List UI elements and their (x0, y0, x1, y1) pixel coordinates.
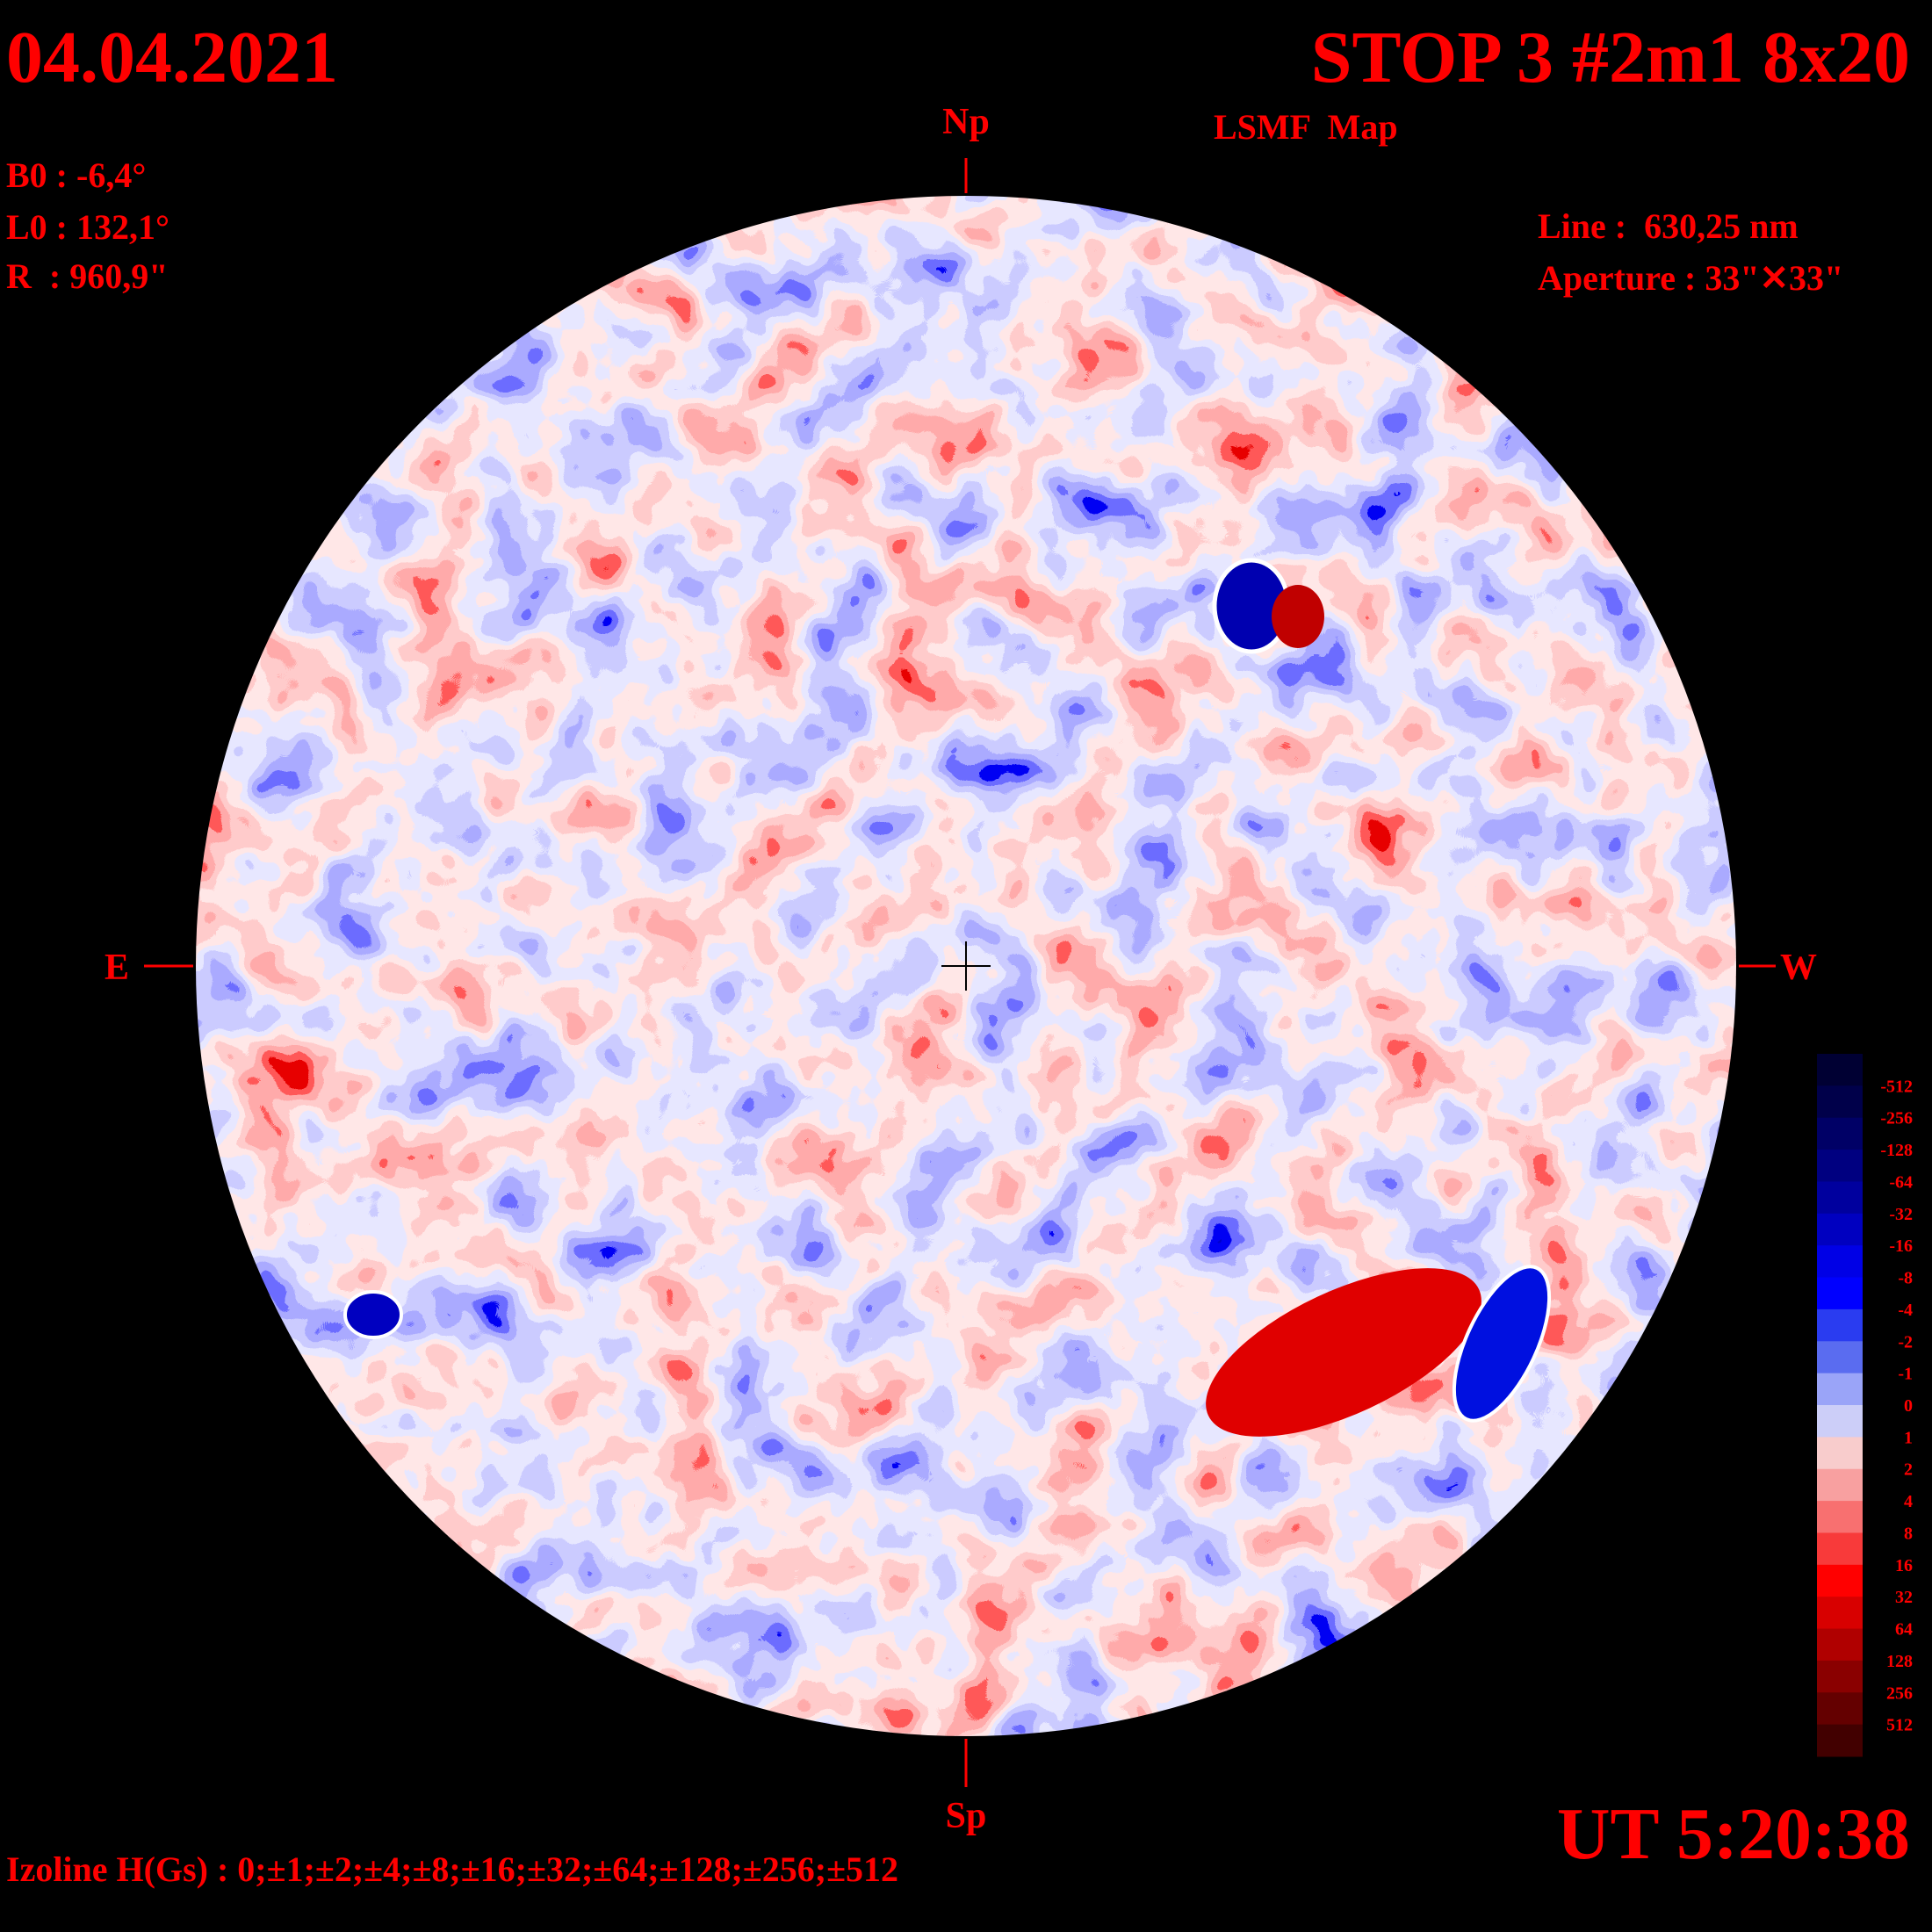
radius: R : 960,9" (6, 256, 168, 296)
colorbar-label: 512 (1886, 1716, 1913, 1735)
colorbar-label: 4 (1904, 1492, 1913, 1511)
colorbar-band (1817, 1150, 1863, 1182)
colorbar-label: 8 (1904, 1524, 1913, 1543)
b0: B0 : -6,4° (6, 155, 146, 195)
colorbar-band (1817, 1277, 1863, 1310)
colorbar-band (1817, 1437, 1863, 1470)
colorbar-band (1817, 1085, 1863, 1119)
west-label: W (1780, 948, 1817, 988)
colorbar-band (1817, 1341, 1863, 1374)
east-label: E (105, 948, 129, 988)
colorbar-label: 256 (1886, 1683, 1913, 1703)
l0: L0 : 132,1° (6, 207, 169, 247)
sunspot-positive (1272, 585, 1324, 648)
footer: Izoline H(Gs) : 0;±1;±2;±4;±8;±16;±32;±6… (6, 1849, 898, 1889)
time: UT 5:20:38 (1557, 1793, 1910, 1875)
colorbar-label: -128 (1880, 1141, 1913, 1160)
colorbar-label: 32 (1895, 1588, 1913, 1607)
colorbar-label: 1 (1904, 1428, 1913, 1447)
colorbar-label: 0 (1904, 1396, 1913, 1416)
colorbar-label: -512 (1880, 1077, 1913, 1096)
south-label: Sp (946, 1796, 987, 1836)
colorbar-band (1817, 1245, 1863, 1279)
colorbar-band (1817, 1692, 1863, 1726)
colorbar-label: -2 (1898, 1332, 1913, 1352)
small-spot (343, 1290, 403, 1339)
colorbar-band (1817, 1597, 1863, 1630)
colorbar-band (1817, 1628, 1863, 1662)
colorbar-label: -8 (1898, 1269, 1913, 1288)
colorbar-label: -16 (1889, 1236, 1913, 1256)
colorbar-band (1817, 1117, 1863, 1150)
colorbar-band (1817, 1054, 1863, 1086)
plage-positive (1206, 1268, 1481, 1437)
colorbar-band (1817, 1308, 1863, 1342)
colorbar-band (1817, 1532, 1863, 1566)
title: STOP 3 #2m1 8x20 (1311, 17, 1910, 98)
colorbar-band (1817, 1405, 1863, 1438)
colorbar-label: 128 (1886, 1652, 1913, 1671)
colorbar-label: 2 (1904, 1460, 1913, 1480)
plage-negative (1452, 1265, 1552, 1423)
subtitle: LSMF Map (1214, 107, 1398, 147)
north-label: Np (942, 102, 990, 142)
colorbar-label: -32 (1889, 1205, 1913, 1224)
colorbar-label: -256 (1880, 1109, 1913, 1128)
colorbar-label: -4 (1898, 1301, 1913, 1320)
colorbar-band (1817, 1373, 1863, 1406)
colorbar-label: 64 (1895, 1620, 1913, 1640)
colorbar-band (1817, 1181, 1863, 1215)
colorbar: -512 -256 -128 -64 -32 -16 -8 -4 -2 -1 0 1 2 4 8 16 32 64… (1817, 1054, 1913, 1757)
colorbar-band (1817, 1564, 1863, 1597)
colorbar-band (1817, 1501, 1863, 1533)
aperture: Aperture : 33"✕33" (1538, 258, 1843, 298)
colorbar-band (1817, 1724, 1863, 1757)
colorbar-band (1817, 1213, 1863, 1246)
colorbar-band (1817, 1468, 1863, 1502)
colorbar-label: 16 (1895, 1556, 1913, 1575)
line: Line : 630,25 nm (1538, 206, 1799, 246)
colorbar-label: -1 (1898, 1365, 1913, 1384)
colorbar-band (1817, 1660, 1863, 1693)
colorbar-label: -64 (1889, 1172, 1913, 1192)
date: 04.04.2021 (6, 17, 338, 98)
